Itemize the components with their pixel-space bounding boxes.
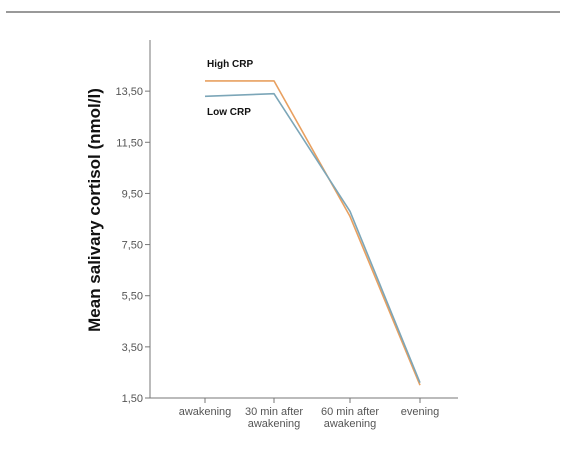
x-tick-label: 30 min after awakening [245, 406, 303, 430]
y-tick-label: 13,50 [115, 86, 143, 98]
y-tick-label: 9,50 [122, 188, 143, 200]
y-tick-label: 5,50 [122, 291, 143, 303]
axes: 1,50 3,50 5,50 7,50 9,50 11,50 13,50 awakening 3… [115, 40, 458, 430]
y-tick-label: 1,50 [122, 393, 143, 405]
y-tick-label: 3,50 [122, 342, 143, 354]
y-tick-label: 11,50 [116, 137, 143, 149]
y-axis-title: Mean salivary cortisol (nmol/l) [85, 88, 104, 332]
y-tick-label: 7,50 [122, 240, 143, 252]
x-tick-label: 60 min after awakening [321, 406, 379, 430]
x-tick-label: awakening [179, 406, 232, 418]
series-label-high-crp: High CRP [207, 59, 253, 70]
x-tick-label: evening [401, 406, 440, 418]
series-line-high-crp [205, 80, 421, 386]
series-lines [204, 80, 421, 386]
series-line-low-crp [204, 92, 421, 384]
series-labels: High CRP Low CRP [207, 59, 253, 118]
series-label-low-crp: Low CRP [207, 107, 251, 118]
